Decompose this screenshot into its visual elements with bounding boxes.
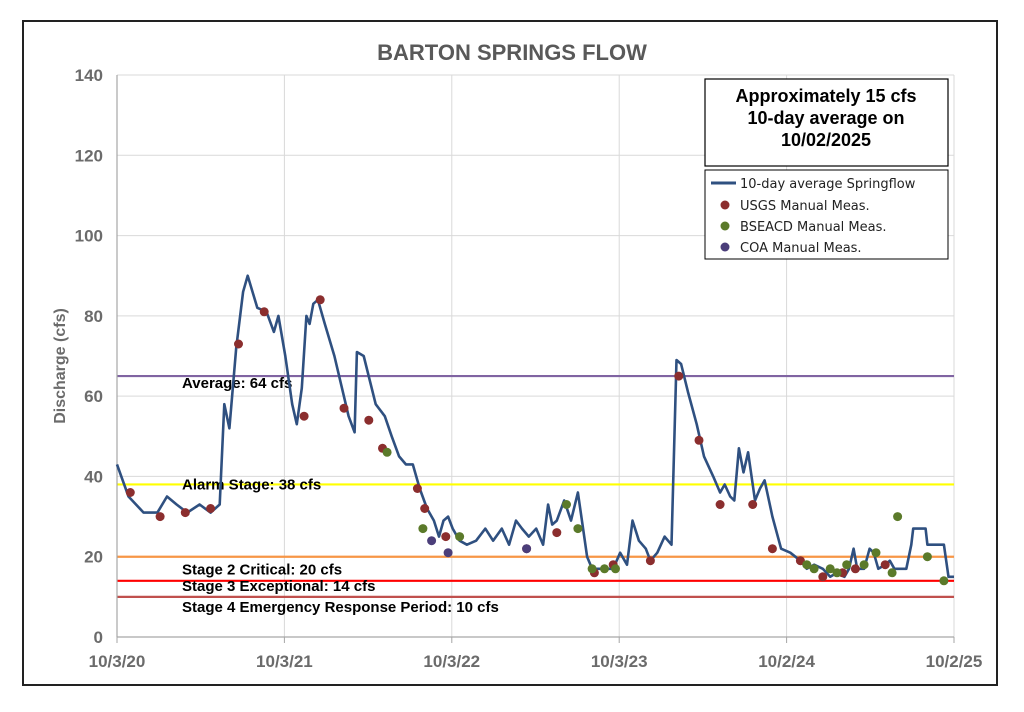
annotation-line-3: 10/02/2025 (781, 130, 871, 150)
y-tick-label: 0 (94, 628, 103, 647)
measurement-point-bseacd (562, 500, 571, 509)
threshold-label: Stage 2 Critical: 20 cfs (182, 562, 342, 579)
legend-marker-usgs (720, 200, 730, 210)
measurement-point-bseacd (842, 560, 852, 570)
measurement-point-coa (522, 544, 532, 554)
threshold-lines: Average: 64 cfs Alarm Stage: 38 cfs Stage … (117, 374, 954, 616)
y-tick-label: 120 (75, 146, 103, 165)
measurement-point-bseacd (859, 560, 869, 570)
y-tick-label: 140 (75, 66, 103, 85)
measurement-point-usgs (748, 500, 758, 509)
measurement-point-coa (427, 536, 437, 546)
measurement-point-bseacd (887, 568, 897, 578)
measurement-point-usgs (155, 512, 165, 522)
barton-springs-flow-chart: Average: 64 cfs Alarm Stage: 38 cfs Stage … (52, 40, 983, 671)
legend-label-coa: COA Manual Meas. (740, 241, 862, 256)
threshold-label: Stage 4 Emergency Response Period: 10 cf… (182, 599, 499, 616)
measurement-point-bseacd (832, 568, 842, 578)
legend-marker-coa (720, 242, 730, 252)
x-tick-label: 10/2/24 (758, 652, 815, 671)
y-axis-label: Discharge (cfs) (52, 308, 69, 424)
x-tick-label: 10/3/20 (89, 652, 146, 671)
measurement-point-bseacd (802, 560, 812, 570)
measurement-point-usgs (206, 504, 216, 513)
x-tick-label: 10/3/23 (591, 652, 648, 671)
x-tick-label: 10/3/21 (256, 652, 313, 671)
legend-label-bseacd: BSEACD Manual Meas. (740, 220, 887, 235)
annotation-line-2: 10-day average on (747, 108, 904, 128)
legend-label-usgs: USGS Manual Meas. (740, 199, 870, 214)
x-tick-label: 10/3/22 (423, 652, 480, 671)
measurement-point-usgs (180, 508, 190, 518)
legend-label-springflow: 10-day average Springflow (740, 177, 916, 192)
series (115, 274, 954, 586)
y-tick-label: 20 (84, 548, 103, 567)
legend-border (704, 169, 949, 260)
threshold-label: Stage 3 Exceptional: 14 cfs (182, 578, 375, 595)
annotation-box: Approximately 15 cfs 10-day average on 1… (704, 78, 949, 167)
gridlines (116, 74, 955, 643)
x-tick-label: 10/2/25 (926, 652, 983, 671)
tick-labels: 0 20 40 60 80 100 120 140 10/3/20 10/3/21 10/3/22 1… (75, 66, 983, 671)
measurement-point-bseacd (922, 552, 932, 562)
legend: 10-day average Springflow USGS Manual Me… (704, 169, 949, 260)
measurement-point-usgs (715, 500, 725, 509)
measurement-point-bseacd (893, 512, 903, 522)
legend-marker-bseacd (720, 221, 730, 231)
measurement-point-usgs (850, 564, 860, 574)
threshold-label: Average: 64 cfs (182, 375, 292, 392)
measurement-point-usgs (767, 544, 777, 554)
measurement-point-usgs (441, 532, 451, 542)
measurement-point-usgs (364, 415, 374, 425)
measurement-point-usgs (234, 339, 243, 349)
measurement-point-bseacd (611, 564, 620, 574)
measurement-point-bseacd (809, 564, 819, 574)
threshold-label: Alarm Stage: 38 cfs (182, 476, 321, 493)
measurement-point-bseacd (455, 532, 465, 542)
measurement-point-usgs (795, 556, 805, 566)
measurement-point-bseacd (825, 564, 835, 574)
chart-title: BARTON SPRINGS FLOW (377, 40, 647, 65)
measurement-point-usgs (694, 435, 704, 445)
measurement-point-usgs (880, 560, 890, 570)
measurement-point-usgs (125, 488, 135, 497)
annotation-line-1: Approximately 15 cfs (735, 86, 916, 106)
measurement-point-usgs (412, 484, 422, 493)
measurement-point-usgs (552, 528, 562, 538)
measurement-point-usgs (259, 307, 269, 317)
y-tick-label: 100 (75, 227, 103, 246)
measurement-point-usgs (674, 371, 684, 381)
measurement-point-usgs (299, 411, 309, 421)
measurement-point-bseacd (587, 564, 597, 574)
y-tick-label: 40 (84, 467, 103, 486)
springflow-line (115, 274, 954, 579)
measurement-point-bseacd (573, 524, 583, 534)
annotation-box-border (704, 78, 949, 167)
measurement-point-coa (443, 548, 453, 558)
measurement-point-bseacd (600, 564, 609, 574)
measurement-point-usgs (420, 504, 430, 513)
measurement-point-usgs (818, 572, 828, 582)
measurement-point-usgs (339, 403, 349, 413)
chart-frame: Average: 64 cfs Alarm Stage: 38 cfs Stage … (22, 20, 998, 686)
measurement-point-usgs (315, 295, 325, 305)
measurement-point-bseacd (871, 548, 881, 558)
measurement-point-usgs (645, 556, 655, 566)
y-tick-label: 60 (84, 387, 103, 406)
y-tick-label: 80 (84, 307, 103, 326)
measurement-point-bseacd (382, 447, 392, 457)
measurement-point-bseacd (939, 576, 949, 586)
axes (116, 75, 954, 638)
measurement-point-bseacd (418, 524, 428, 534)
